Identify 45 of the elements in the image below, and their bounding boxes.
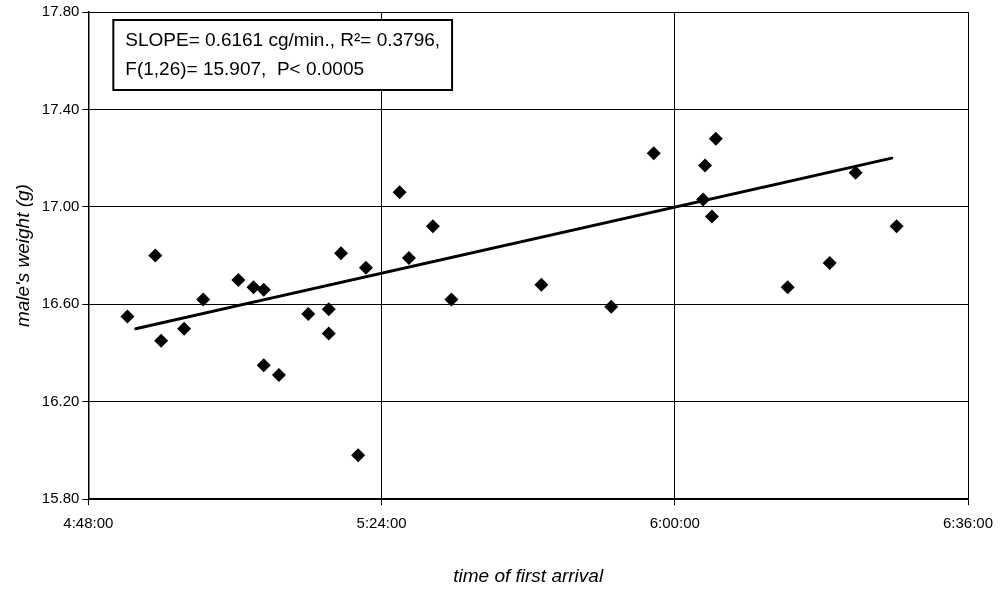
point <box>698 158 713 173</box>
point <box>358 260 373 275</box>
point <box>256 358 271 373</box>
point <box>334 246 348 261</box>
point <box>148 248 163 263</box>
point <box>120 309 135 324</box>
point <box>604 299 619 314</box>
point <box>646 146 661 161</box>
point <box>822 255 837 270</box>
x-tick-label: 4:48:00 <box>63 514 114 532</box>
point <box>196 292 211 307</box>
point <box>848 165 863 180</box>
point <box>256 282 271 297</box>
point <box>708 131 723 146</box>
point <box>351 448 366 463</box>
point <box>780 280 795 295</box>
x-tick-label: 5:24:00 <box>356 514 407 532</box>
y-tick-label: 17.00 <box>41 197 80 215</box>
x-axis-title: time of first arrival <box>453 564 604 586</box>
point <box>425 219 440 234</box>
point <box>154 333 169 348</box>
y-tick-label: 17.40 <box>41 99 80 117</box>
point <box>401 251 416 266</box>
annotation: F(1,26)= 15.907, P< 0.0005 <box>125 57 365 79</box>
point <box>704 209 719 224</box>
y-tick-label: 15.80 <box>41 489 80 507</box>
point <box>321 302 336 317</box>
point <box>231 272 246 287</box>
point <box>696 192 711 207</box>
point <box>177 321 192 336</box>
y-tick-label: 16.20 <box>41 391 80 409</box>
point <box>271 367 286 382</box>
point <box>444 292 459 307</box>
point <box>889 219 904 234</box>
y-tick-label: 16.60 <box>41 294 80 312</box>
point <box>534 277 549 292</box>
point <box>246 280 261 295</box>
point <box>301 307 316 322</box>
annotation: SLOPE= 0.6161 cg/min., R²= 0.3796, <box>125 28 441 50</box>
y-tick-label: 17.80 <box>41 2 80 20</box>
point <box>392 185 407 200</box>
y-axis-title: male's weight (g) <box>11 184 33 328</box>
x-tick-label: 6:00:00 <box>649 514 700 532</box>
point <box>321 326 336 341</box>
x-tick-label: 6:36:00 <box>942 514 994 532</box>
